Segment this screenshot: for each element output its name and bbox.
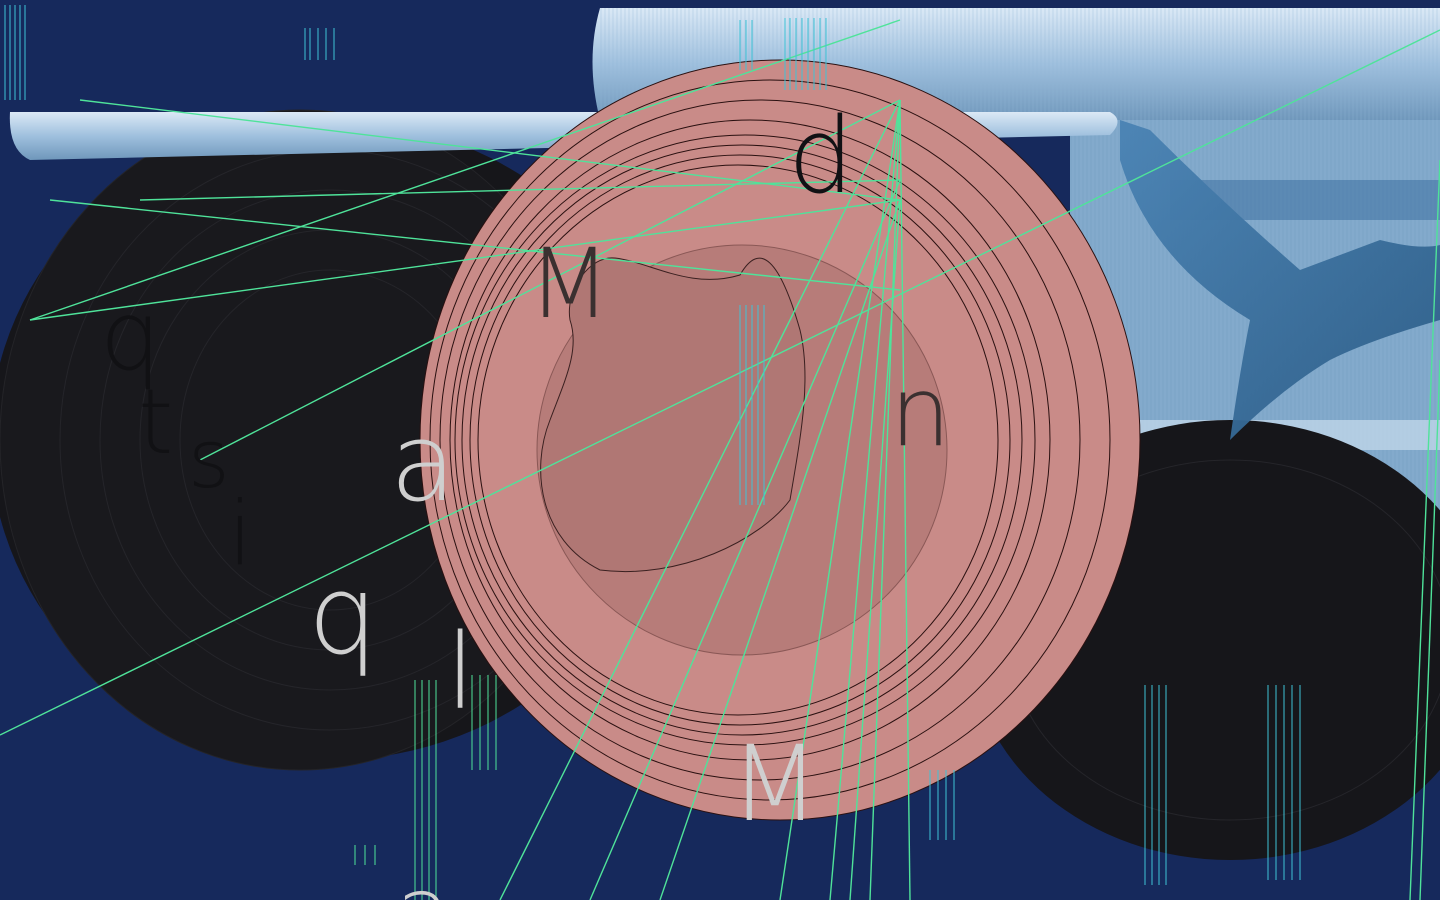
- letter-q-left: q: [100, 280, 161, 392]
- letter-m-bottom: M: [730, 723, 820, 845]
- letter-m-center: M: [528, 228, 611, 340]
- hatch-clusters: [4, 5, 1301, 900]
- letter-a-partial: a: [396, 866, 451, 900]
- letter-i-left: i: [228, 482, 253, 585]
- letter-n-right: n: [890, 356, 951, 468]
- green-lines: [0, 19, 1440, 900]
- letter-d-top: d: [788, 95, 855, 217]
- letter-s-left: s: [188, 413, 230, 506]
- letter-l-low: l: [446, 611, 475, 733]
- letter-q-low: q: [308, 551, 378, 679]
- letter-t-left: t: [138, 370, 174, 475]
- shark-fin-shape: [1120, 120, 1440, 440]
- blob-shape: [540, 257, 806, 572]
- letter-a-mid: a: [390, 401, 457, 526]
